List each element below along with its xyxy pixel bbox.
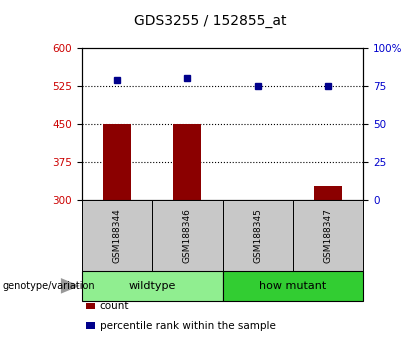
Text: percentile rank within the sample: percentile rank within the sample <box>100 321 276 331</box>
Text: GSM188345: GSM188345 <box>253 208 262 263</box>
Text: how mutant: how mutant <box>259 281 327 291</box>
Text: GDS3255 / 152855_at: GDS3255 / 152855_at <box>134 14 286 28</box>
Text: count: count <box>100 301 129 311</box>
Text: wildtype: wildtype <box>129 281 176 291</box>
Text: GSM188347: GSM188347 <box>324 208 333 263</box>
Bar <box>314 186 342 200</box>
Text: GSM188344: GSM188344 <box>113 208 121 263</box>
Text: genotype/variation: genotype/variation <box>2 281 95 291</box>
Text: GSM188346: GSM188346 <box>183 208 192 263</box>
Bar <box>103 124 131 200</box>
Bar <box>173 124 202 200</box>
